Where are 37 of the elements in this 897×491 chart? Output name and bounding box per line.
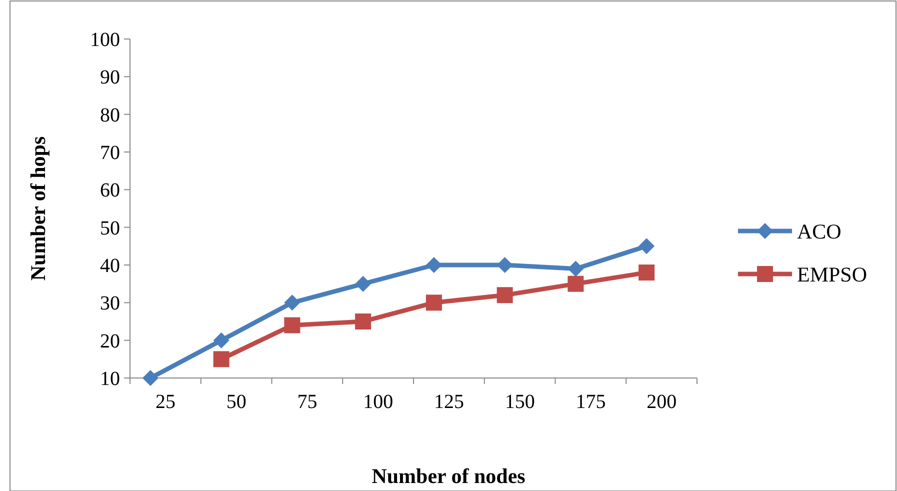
y-tick-label: 20	[100, 330, 120, 352]
x-tick-label: 75	[297, 391, 318, 413]
y-tick-label: 90	[100, 66, 120, 89]
point	[568, 276, 584, 292]
point	[568, 260, 584, 277]
point	[355, 314, 372, 330]
point	[213, 351, 230, 368]
y-tick-label: 60	[100, 180, 120, 202]
point	[638, 238, 655, 254]
point	[496, 257, 513, 273]
y-tick-label: 50	[100, 217, 120, 240]
point	[426, 257, 442, 273]
x-tick-label: 150	[504, 391, 535, 413]
x-axis-title: Number of nodes	[372, 464, 526, 488]
y-tick-label: 70	[100, 142, 120, 164]
legend-label: ACO	[797, 219, 842, 244]
y-axis-title: Number of hops	[26, 136, 50, 281]
x-tick-label: 200	[646, 391, 677, 413]
point	[284, 294, 300, 311]
point	[213, 332, 230, 348]
point	[426, 294, 442, 311]
y-tick-label: 30	[100, 292, 120, 315]
legend-label: EMPSO	[797, 262, 868, 286]
y-tick-label: 40	[100, 255, 120, 277]
y-tick-label: 100	[90, 29, 120, 51]
y-tick-label: 80	[100, 104, 120, 126]
point	[284, 317, 300, 334]
y-tick-label: 10	[100, 368, 120, 390]
x-tick-label: 50	[226, 391, 246, 413]
x-tick-label: 175	[576, 391, 606, 413]
point	[496, 287, 513, 304]
x-tick-label: 25	[155, 391, 176, 413]
point	[355, 276, 372, 292]
point	[142, 370, 158, 386]
x-tick-label: 125	[434, 391, 464, 413]
x-tick-label: 100	[363, 391, 394, 413]
point	[638, 264, 655, 281]
